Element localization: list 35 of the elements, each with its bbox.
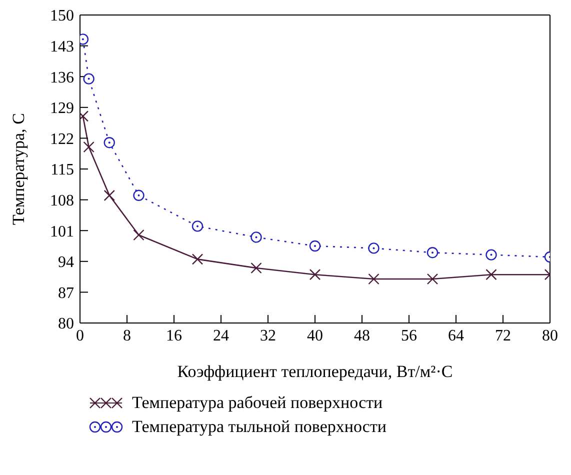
y-tick-label: 94: [58, 254, 74, 272]
x-tick-label: 56: [401, 327, 417, 344]
x-tick-label: 16: [166, 327, 182, 344]
point: [133, 190, 144, 201]
x-tick-label: 32: [260, 327, 276, 344]
point: [368, 242, 380, 254]
y-tick-label: 80: [58, 316, 74, 333]
y-tick-label: 122: [50, 130, 74, 148]
point: [192, 220, 204, 232]
point: [83, 73, 94, 84]
legend-label: Температура рабочей поверхности: [132, 393, 383, 413]
point: [426, 247, 438, 258]
x-tick-label: 40: [307, 327, 323, 344]
y-tick-label: 150: [50, 8, 74, 25]
x-tick-label: 8: [123, 327, 131, 344]
y-tick-label: 101: [50, 223, 74, 240]
y-tick-label: 115: [50, 162, 74, 179]
x-tick-label: 48: [354, 327, 370, 344]
y-tick-label: 87: [58, 284, 74, 302]
x-tick-label: 64: [448, 327, 464, 344]
y-axis-title: Температура, С: [9, 113, 28, 225]
y-tick-label: 108: [50, 192, 74, 210]
y-tick-label: 136: [50, 69, 74, 86]
point: [309, 240, 321, 252]
x-tick-label: 24: [213, 327, 229, 344]
x-tick-label: 0: [76, 327, 84, 344]
legend-label: Температура тыльной поверхности: [132, 417, 386, 437]
point: [250, 232, 262, 243]
point: [104, 137, 115, 148]
point: [486, 249, 497, 260]
x-tick-label: 80: [542, 327, 558, 344]
x-tick-label: 72: [495, 327, 511, 344]
y-tick-label: 129: [50, 100, 74, 118]
y-tick-label: 143: [50, 38, 74, 56]
x-axis-title: Коэффициент теплопередачи, Вт/м²·С: [177, 362, 453, 381]
